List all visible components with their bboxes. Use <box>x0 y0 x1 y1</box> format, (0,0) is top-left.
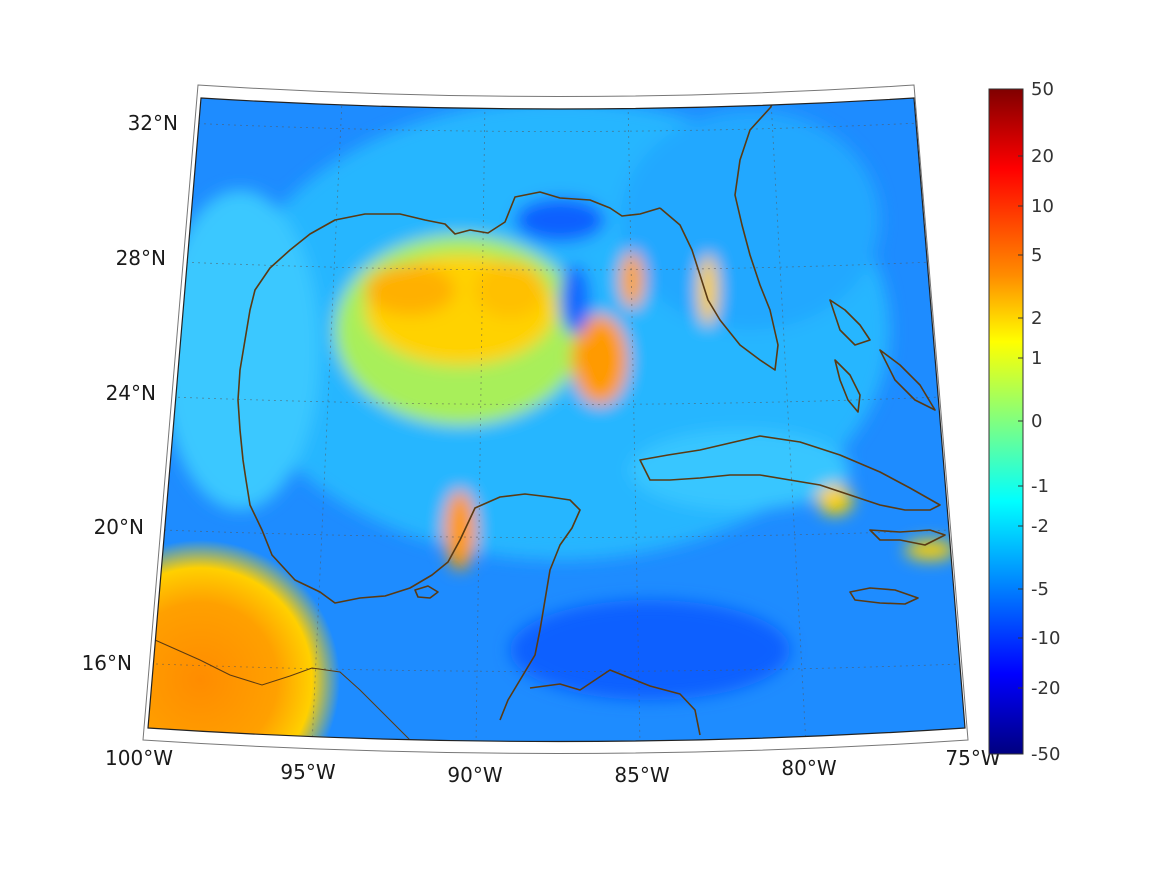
map-frame <box>147 97 966 743</box>
lat-label-28n: 28°N <box>116 246 166 270</box>
lat-label-16n: 16°N <box>82 651 132 675</box>
colorbar-tick-label: 2 <box>1031 308 1042 329</box>
lat-label-20n: 20°N <box>94 515 144 539</box>
colorbar-tick-label: 0 <box>1031 411 1042 432</box>
jamaica-coastline <box>849 587 919 605</box>
colorbar-tick-label: -1 <box>1031 476 1049 497</box>
lon-label-85w: 85°W <box>614 763 669 787</box>
colorbar-tick-label: 50 <box>1031 79 1054 100</box>
colorbar-ramp <box>988 88 1024 755</box>
colorbar-tick-label: 1 <box>1031 348 1042 369</box>
colorbar-tick-label: -20 <box>1031 678 1060 699</box>
colorbar-tick-label: -5 <box>1031 579 1049 600</box>
central-america-coastline <box>529 669 701 736</box>
map-frame-outer <box>142 84 969 754</box>
mexico-border <box>154 639 416 742</box>
colorbar-tick-label: -10 <box>1031 628 1060 649</box>
colorbar-tick-label: -2 <box>1031 516 1049 537</box>
lat-label-32n: 32°N <box>128 111 178 135</box>
lon-label-80w: 80°W <box>781 756 836 780</box>
lat-label-24n: 24°N <box>106 381 156 405</box>
colorbar-tick-label: 20 <box>1031 146 1054 167</box>
lon-labels: 100°W 95°W 90°W 85°W 80°W 75°W <box>105 746 1001 787</box>
lon-label-100w: 100°W <box>105 746 173 770</box>
coastlines <box>154 99 946 742</box>
colorbar-tick-label: 10 <box>1031 196 1054 217</box>
colorbar-tick-label: -50 <box>1031 744 1060 765</box>
data-field <box>148 98 965 742</box>
cuba-coastline <box>639 435 941 511</box>
gulf-coastline <box>237 191 661 721</box>
florida-coastline <box>659 99 779 371</box>
yucatan-island-coastline <box>414 585 439 599</box>
colorbar-tick-label: 5 <box>1031 245 1042 266</box>
lat-labels: 32°N 28°N 24°N 20°N 16°N <box>82 111 178 675</box>
lon-label-95w: 95°W <box>280 760 335 784</box>
hispaniola-coastline <box>869 529 946 546</box>
lon-label-90w: 90°W <box>447 763 502 787</box>
bahamas-coastline <box>829 299 936 413</box>
gridlines <box>155 99 961 742</box>
